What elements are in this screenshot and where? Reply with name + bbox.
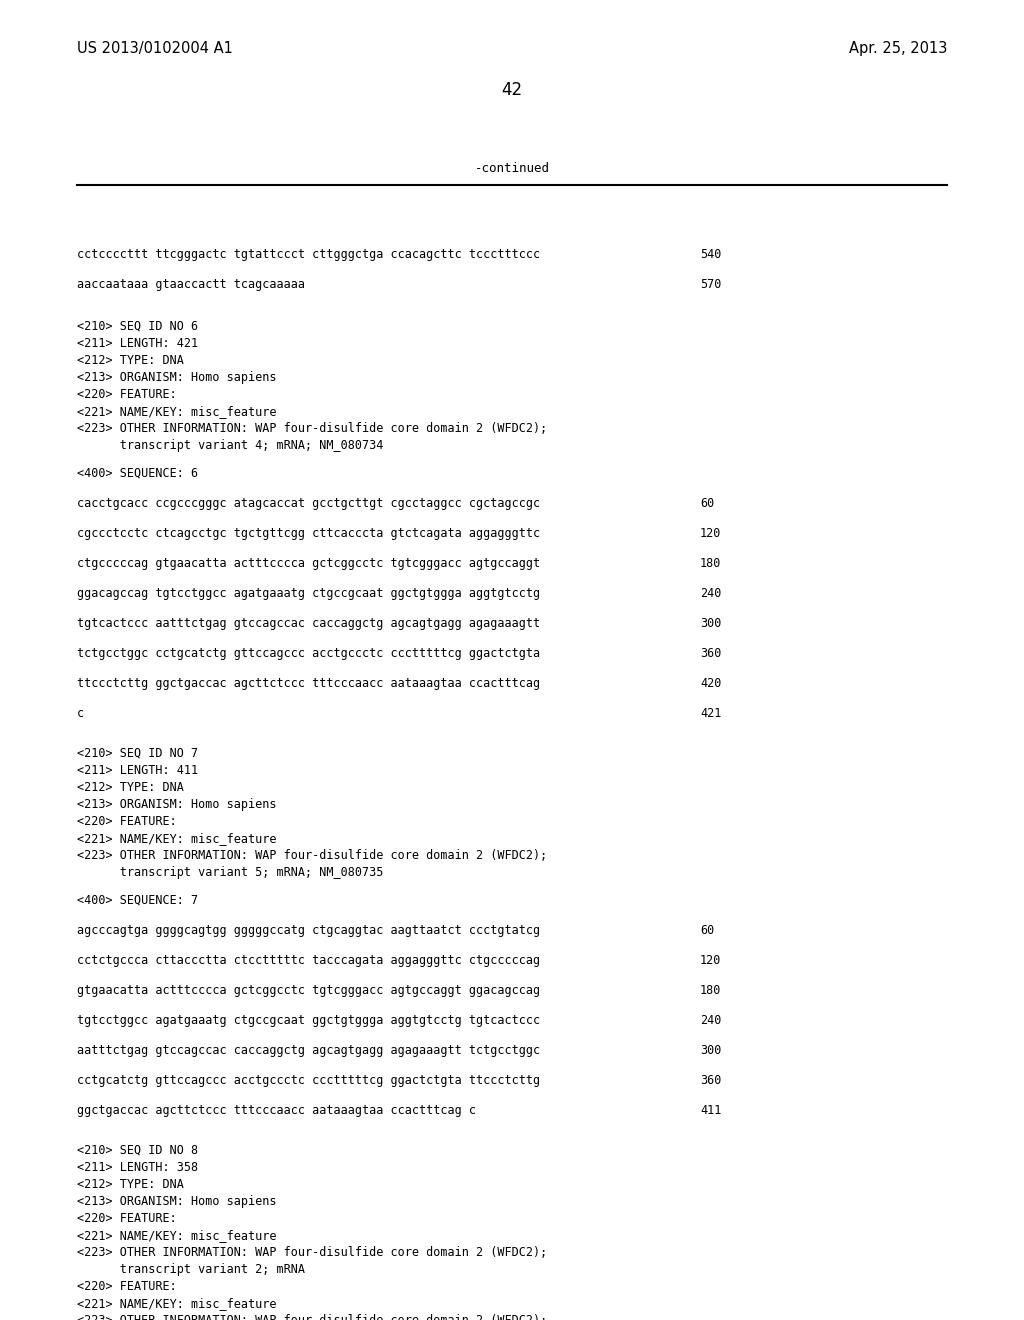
Text: <213> ORGANISM: Homo sapiens: <213> ORGANISM: Homo sapiens [77, 371, 276, 384]
Text: <210> SEQ ID NO 6: <210> SEQ ID NO 6 [77, 319, 198, 333]
Text: <221> NAME/KEY: misc_feature: <221> NAME/KEY: misc_feature [77, 1229, 276, 1242]
Text: gtgaacatta actttcccca gctcggcctc tgtcgggacc agtgccaggt ggacagccag: gtgaacatta actttcccca gctcggcctc tgtcggg… [77, 983, 540, 997]
Text: tgtcctggcc agatgaaatg ctgccgcaat ggctgtggga aggtgtcctg tgtcactccc: tgtcctggcc agatgaaatg ctgccgcaat ggctgtg… [77, 1014, 540, 1027]
Text: US 2013/0102004 A1: US 2013/0102004 A1 [77, 41, 232, 55]
Text: 60: 60 [700, 924, 715, 937]
Text: <221> NAME/KEY: misc_feature: <221> NAME/KEY: misc_feature [77, 1298, 276, 1309]
Text: <210> SEQ ID NO 8: <210> SEQ ID NO 8 [77, 1144, 198, 1158]
Text: ggctgaccac agcttctccc tttcccaacc aataaagtaa ccactttcag c: ggctgaccac agcttctccc tttcccaacc aataaag… [77, 1104, 476, 1117]
Text: 240: 240 [700, 1014, 721, 1027]
Text: cacctgcacc ccgcccgggc atagcaccat gcctgcttgt cgcctaggcc cgctagccgc: cacctgcacc ccgcccgggc atagcaccat gcctgct… [77, 498, 540, 510]
Text: 300: 300 [700, 616, 721, 630]
Text: <223> OTHER INFORMATION: WAP four-disulfide core domain 2 (WFDC2);: <223> OTHER INFORMATION: WAP four-disulf… [77, 1246, 547, 1259]
Text: 120: 120 [700, 954, 721, 968]
Text: 240: 240 [700, 587, 721, 601]
Text: transcript variant 4; mRNA; NM_080734: transcript variant 4; mRNA; NM_080734 [77, 440, 383, 451]
Text: <223> OTHER INFORMATION: WAP four-disulfide core domain 2 (WFDC2);: <223> OTHER INFORMATION: WAP four-disulf… [77, 849, 547, 862]
Text: -continued: -continued [474, 161, 550, 174]
Text: 42: 42 [502, 81, 522, 99]
Text: 540: 540 [700, 248, 721, 261]
Text: ggacagccag tgtcctggcc agatgaaatg ctgccgcaat ggctgtggga aggtgtcctg: ggacagccag tgtcctggcc agatgaaatg ctgccgc… [77, 587, 540, 601]
Text: 360: 360 [700, 647, 721, 660]
Text: <210> SEQ ID NO 7: <210> SEQ ID NO 7 [77, 747, 198, 760]
Text: <211> LENGTH: 411: <211> LENGTH: 411 [77, 764, 198, 777]
Text: <221> NAME/KEY: misc_feature: <221> NAME/KEY: misc_feature [77, 405, 276, 418]
Text: 420: 420 [700, 677, 721, 690]
Text: transcript variant 5; mRNA; NM_080735: transcript variant 5; mRNA; NM_080735 [77, 866, 383, 879]
Text: <220> FEATURE:: <220> FEATURE: [77, 388, 176, 401]
Text: <211> LENGTH: 358: <211> LENGTH: 358 [77, 1162, 198, 1173]
Text: <223> OTHER INFORMATION: WAP four-disulfide core domain 2 (WFDC2);: <223> OTHER INFORMATION: WAP four-disulf… [77, 1313, 547, 1320]
Text: <400> SEQUENCE: 6: <400> SEQUENCE: 6 [77, 467, 198, 480]
Text: 180: 180 [700, 983, 721, 997]
Text: cctgcatctg gttccagccc acctgccctc ccctttttcg ggactctgta ttccctcttg: cctgcatctg gttccagccc acctgccctc ccctttt… [77, 1074, 540, 1086]
Text: 360: 360 [700, 1074, 721, 1086]
Text: 300: 300 [700, 1044, 721, 1057]
Text: <400> SEQUENCE: 7: <400> SEQUENCE: 7 [77, 894, 198, 907]
Text: 180: 180 [700, 557, 721, 570]
Text: <213> ORGANISM: Homo sapiens: <213> ORGANISM: Homo sapiens [77, 1195, 276, 1208]
Text: ctgcccccag gtgaacatta actttcccca gctcggcctc tgtcgggacc agtgccaggt: ctgcccccag gtgaacatta actttcccca gctcggc… [77, 557, 540, 570]
Text: 120: 120 [700, 527, 721, 540]
Text: ttccctcttg ggctgaccac agcttctccc tttcccaacc aataaagtaa ccactttcag: ttccctcttg ggctgaccac agcttctccc tttccca… [77, 677, 540, 690]
Text: <221> NAME/KEY: misc_feature: <221> NAME/KEY: misc_feature [77, 832, 276, 845]
Text: aaccaataaa gtaaccactt tcagcaaaaa: aaccaataaa gtaaccactt tcagcaaaaa [77, 279, 305, 290]
Text: <211> LENGTH: 421: <211> LENGTH: 421 [77, 337, 198, 350]
Text: agcccagtga ggggcagtgg gggggccatg ctgcaggtac aagttaatct ccctgtatcg: agcccagtga ggggcagtgg gggggccatg ctgcagg… [77, 924, 540, 937]
Text: <213> ORGANISM: Homo sapiens: <213> ORGANISM: Homo sapiens [77, 799, 276, 810]
Text: 411: 411 [700, 1104, 721, 1117]
Text: aatttctgag gtccagccac caccaggctg agcagtgagg agagaaagtt tctgcctggc: aatttctgag gtccagccac caccaggctg agcagtg… [77, 1044, 540, 1057]
Text: 570: 570 [700, 279, 721, 290]
Text: 421: 421 [700, 708, 721, 719]
Text: <220> FEATURE:: <220> FEATURE: [77, 814, 176, 828]
Text: <223> OTHER INFORMATION: WAP four-disulfide core domain 2 (WFDC2);: <223> OTHER INFORMATION: WAP four-disulf… [77, 422, 547, 436]
Text: <220> FEATURE:: <220> FEATURE: [77, 1212, 176, 1225]
Text: c: c [77, 708, 84, 719]
Text: tctgcctggc cctgcatctg gttccagccc acctgccctc ccctttttcg ggactctgta: tctgcctggc cctgcatctg gttccagccc acctgcc… [77, 647, 540, 660]
Text: cctccccttt ttcgggactc tgtattccct cttgggctga ccacagcttc tccctttccc: cctccccttt ttcgggactc tgtattccct cttgggc… [77, 248, 540, 261]
Text: cgccctcctc ctcagcctgc tgctgttcgg cttcacccta gtctcagata aggagggttc: cgccctcctc ctcagcctgc tgctgttcgg cttcacc… [77, 527, 540, 540]
Text: <212> TYPE: DNA: <212> TYPE: DNA [77, 354, 183, 367]
Text: cctctgccca cttaccctta ctcctttttc tacccagata aggagggttc ctgcccccag: cctctgccca cttaccctta ctcctttttc tacccag… [77, 954, 540, 968]
Text: tgtcactccc aatttctgag gtccagccac caccaggctg agcagtgagg agagaaagtt: tgtcactccc aatttctgag gtccagccac caccagg… [77, 616, 540, 630]
Text: <212> TYPE: DNA: <212> TYPE: DNA [77, 781, 183, 795]
Text: <212> TYPE: DNA: <212> TYPE: DNA [77, 1177, 183, 1191]
Text: <220> FEATURE:: <220> FEATURE: [77, 1280, 176, 1294]
Text: transcript variant 2; mRNA: transcript variant 2; mRNA [77, 1263, 305, 1276]
Text: Apr. 25, 2013: Apr. 25, 2013 [849, 41, 947, 55]
Text: 60: 60 [700, 498, 715, 510]
